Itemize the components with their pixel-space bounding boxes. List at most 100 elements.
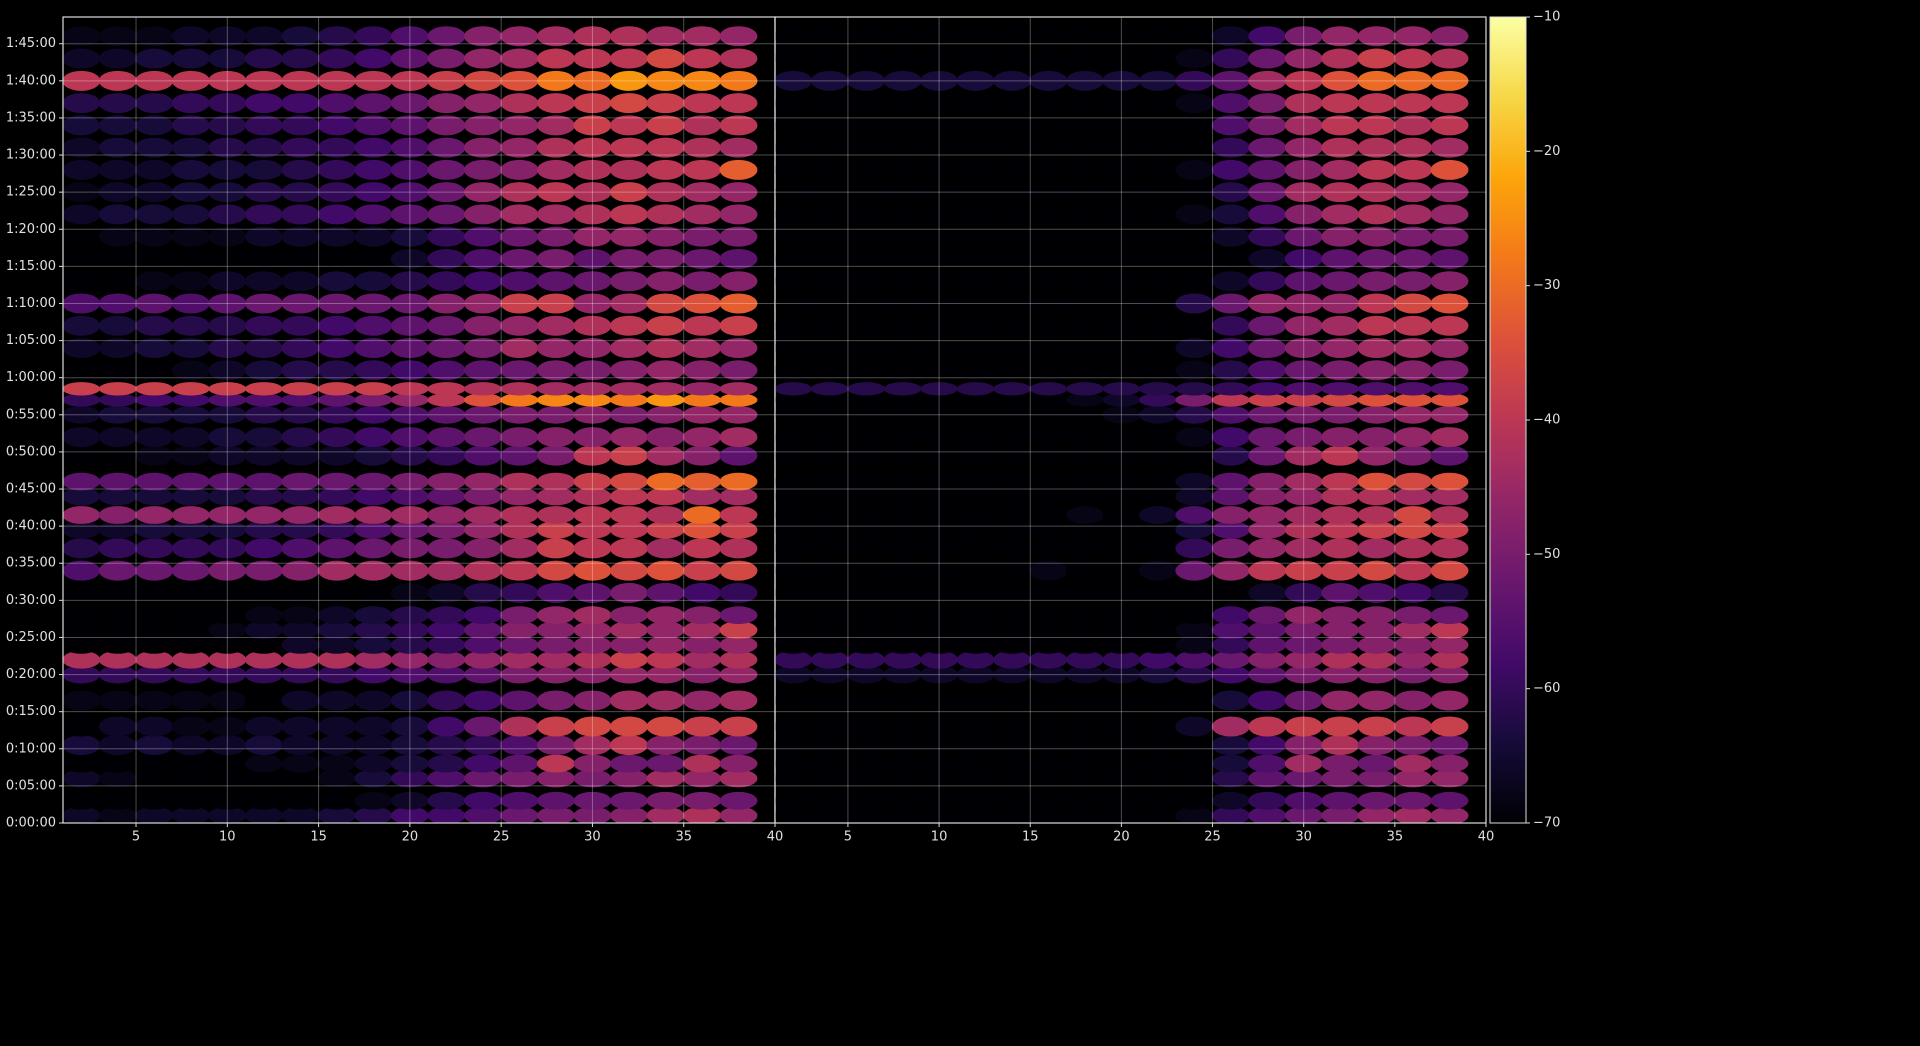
heat-cell <box>317 48 356 69</box>
heat-cell <box>775 791 813 810</box>
heat-cell <box>573 70 612 91</box>
heat-cell <box>1430 48 1469 69</box>
heat-cell <box>883 690 922 711</box>
heat-cell <box>883 382 922 396</box>
heat-cell <box>1284 538 1323 559</box>
heat-cell <box>135 769 174 788</box>
heat-cell <box>956 93 995 114</box>
heat-cell <box>1321 204 1360 225</box>
heat-cell <box>500 393 539 407</box>
heat-cell <box>1211 405 1250 424</box>
heat-cell <box>1175 445 1214 466</box>
y-tick-label: 0:10:00 <box>6 741 56 756</box>
x-tick-label: 40 <box>1478 830 1495 845</box>
heat-cell <box>1357 93 1396 114</box>
heat-cell <box>354 487 393 506</box>
heat-cell <box>573 226 612 247</box>
heat-cell <box>1029 621 1068 639</box>
heat-cell <box>208 769 247 788</box>
heat-cell <box>1357 791 1396 810</box>
heat-cell <box>536 560 575 581</box>
heat-cell <box>1138 382 1177 396</box>
heat-cell <box>171 791 210 810</box>
heat-cell <box>682 427 721 448</box>
heat-cell <box>354 382 393 396</box>
heat-cell <box>536 606 575 625</box>
heat-cell <box>244 520 283 539</box>
heat-cell <box>1065 506 1104 524</box>
heat-cell <box>1357 48 1396 69</box>
heat-cell <box>775 754 813 773</box>
heat-cell <box>646 806 685 823</box>
heat-cell <box>1284 650 1323 669</box>
heat-cell <box>354 226 393 247</box>
heat-cell <box>847 137 886 158</box>
heat-cell <box>1321 137 1360 158</box>
heat-cell <box>1394 606 1433 625</box>
x-tick-label: 20 <box>1113 830 1130 845</box>
heat-cell <box>682 690 721 711</box>
heat-cell <box>883 226 922 247</box>
heat-cell <box>1430 159 1469 180</box>
heat-cell <box>847 506 886 524</box>
heat-cell <box>1138 635 1177 654</box>
heat-cell <box>1211 315 1250 336</box>
heat-cell <box>463 606 502 625</box>
heat-cell <box>98 791 137 810</box>
heat-cell <box>500 137 539 158</box>
heat-cell <box>244 48 283 69</box>
heat-cell <box>609 635 648 654</box>
heat-cell <box>390 427 429 448</box>
heat-cell <box>171 650 210 669</box>
heat-cell <box>244 806 283 823</box>
heat-cell <box>135 806 174 823</box>
heat-cell <box>135 538 174 559</box>
heat-cell <box>1102 93 1141 114</box>
heat-cell <box>1284 735 1323 756</box>
heat-cell <box>609 271 648 292</box>
heat-cell <box>463 520 502 539</box>
heat-cell <box>63 806 101 823</box>
heat-cell <box>390 635 429 654</box>
heat-cell <box>1430 690 1469 711</box>
heat-cell <box>1175 204 1214 225</box>
heat-cell <box>682 650 721 669</box>
heat-cell <box>573 791 612 810</box>
heat-cell <box>500 182 539 203</box>
heat-cell <box>920 621 959 639</box>
heat-cell <box>354 393 393 407</box>
heat-cell <box>993 716 1031 737</box>
heat-cell <box>1138 427 1177 448</box>
heat-cell <box>920 115 959 136</box>
heat-cell <box>1175 650 1214 669</box>
heat-cell <box>1102 538 1141 559</box>
heat-cell <box>1065 382 1104 396</box>
heat-cell <box>390 226 429 247</box>
heat-cell <box>390 606 429 625</box>
heat-cell <box>847 271 886 292</box>
colorbar-tick-label: −30 <box>1533 278 1560 293</box>
heat-cell <box>993 204 1031 225</box>
heat-cell <box>1321 226 1360 247</box>
heat-cell <box>1065 159 1104 180</box>
x-tick-label: 10 <box>219 830 236 845</box>
heat-cell <box>1357 665 1396 684</box>
heat-cell <box>244 487 283 506</box>
heat-cell <box>1394 472 1433 491</box>
heat-cell <box>956 606 995 625</box>
heat-cell <box>1175 137 1214 158</box>
heat-cell <box>463 70 502 91</box>
heat-cell <box>609 405 648 424</box>
heat-cell <box>810 248 849 269</box>
heat-cell <box>883 560 922 581</box>
heat-cell <box>1102 690 1141 711</box>
heat-cell <box>609 472 648 491</box>
heat-cell <box>390 650 429 669</box>
heat-cell <box>1211 248 1250 269</box>
heat-cell <box>427 621 466 639</box>
heat-cell <box>1065 538 1104 559</box>
heat-cell <box>354 560 393 581</box>
heat-cell <box>646 360 685 381</box>
heat-cell <box>1029 735 1068 756</box>
heat-cell <box>1211 137 1250 158</box>
